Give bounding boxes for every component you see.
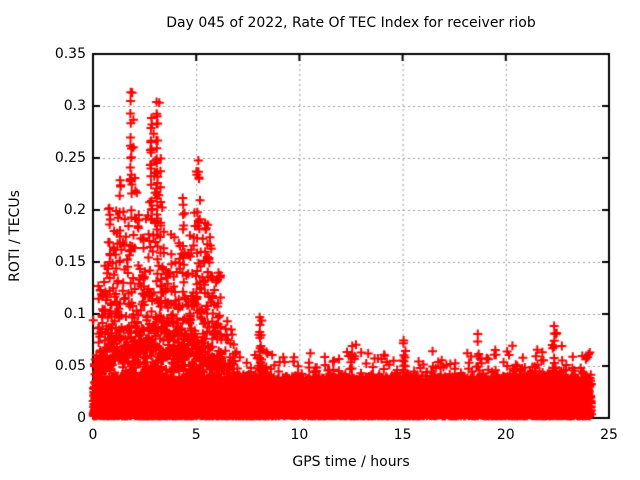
y-tick-label: 0.25 — [54, 150, 86, 166]
y-axis-label: ROTI / TECUs — [7, 190, 23, 282]
y-tick-label: 0.3 — [63, 98, 86, 114]
y-tick-label: 0.35 — [54, 46, 86, 62]
y-tick-label: 0.15 — [54, 254, 86, 270]
x-tick-label: 15 — [393, 427, 412, 443]
y-tick-label: 0.2 — [63, 202, 86, 218]
y-tick-label: 0 — [77, 410, 86, 426]
y-tick-label: 0.05 — [54, 358, 86, 374]
x-tick-label: 10 — [290, 427, 309, 443]
x-axis-label: GPS time / hours — [292, 454, 410, 470]
y-tick-label: 0.1 — [63, 306, 86, 322]
x-tick-label: 0 — [88, 427, 98, 443]
x-tick-label: 20 — [496, 427, 515, 443]
x-tick-label: 25 — [600, 427, 618, 443]
chart-title: Day 045 of 2022, Rate Of TEC Index for r… — [166, 15, 536, 31]
x-tick-label: 5 — [191, 427, 201, 443]
